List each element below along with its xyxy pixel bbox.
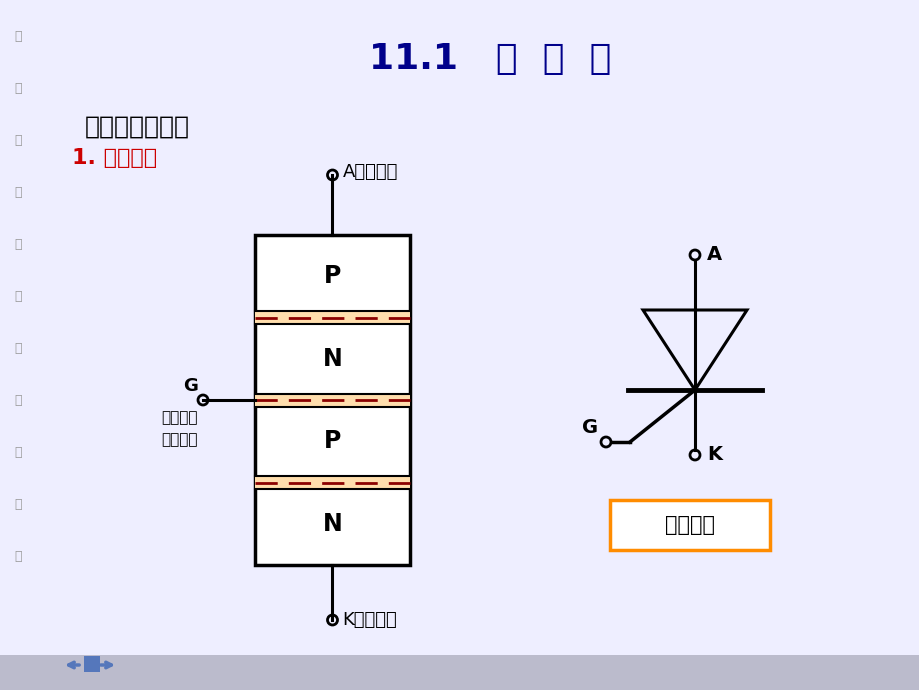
- Text: N: N: [323, 347, 342, 371]
- Text: 大: 大: [14, 238, 22, 251]
- Text: 大: 大: [14, 30, 22, 43]
- Text: （控制极: （控制极: [162, 410, 198, 425]
- Text: 程: 程: [14, 498, 22, 511]
- Text: P: P: [323, 429, 341, 453]
- Bar: [609, 500, 769, 550]
- Text: G: G: [581, 418, 597, 437]
- Text: 工: 工: [14, 186, 22, 199]
- Text: K（阴极）: K（阴极）: [342, 611, 397, 629]
- Text: 学: 学: [14, 290, 22, 303]
- Text: 11.1   晶  闸  管: 11.1 晶 闸 管: [369, 42, 610, 76]
- Bar: [255, 311, 410, 324]
- Text: 一、普通晶闸管: 一、普通晶闸管: [85, 115, 190, 139]
- Bar: [84, 656, 100, 672]
- Text: 或门极）: 或门极）: [162, 432, 198, 447]
- Bar: [0, 655, 919, 690]
- Text: P: P: [323, 264, 341, 288]
- Text: 图形符号: 图形符号: [664, 515, 714, 535]
- Text: G: G: [183, 377, 198, 395]
- Text: A（阳极）: A（阳极）: [342, 163, 397, 181]
- Text: 1. 基本结构: 1. 基本结构: [72, 148, 157, 168]
- Text: 理: 理: [14, 134, 22, 147]
- Text: A: A: [706, 246, 721, 264]
- Bar: [255, 235, 410, 565]
- Text: N: N: [323, 512, 342, 535]
- Bar: [255, 476, 410, 489]
- Text: 电: 电: [14, 342, 22, 355]
- Text: 工: 工: [14, 446, 22, 459]
- Bar: [255, 393, 410, 406]
- Text: 连: 连: [14, 82, 22, 95]
- Text: 系: 系: [14, 550, 22, 563]
- Text: 气: 气: [14, 394, 22, 407]
- Text: K: K: [706, 446, 721, 464]
